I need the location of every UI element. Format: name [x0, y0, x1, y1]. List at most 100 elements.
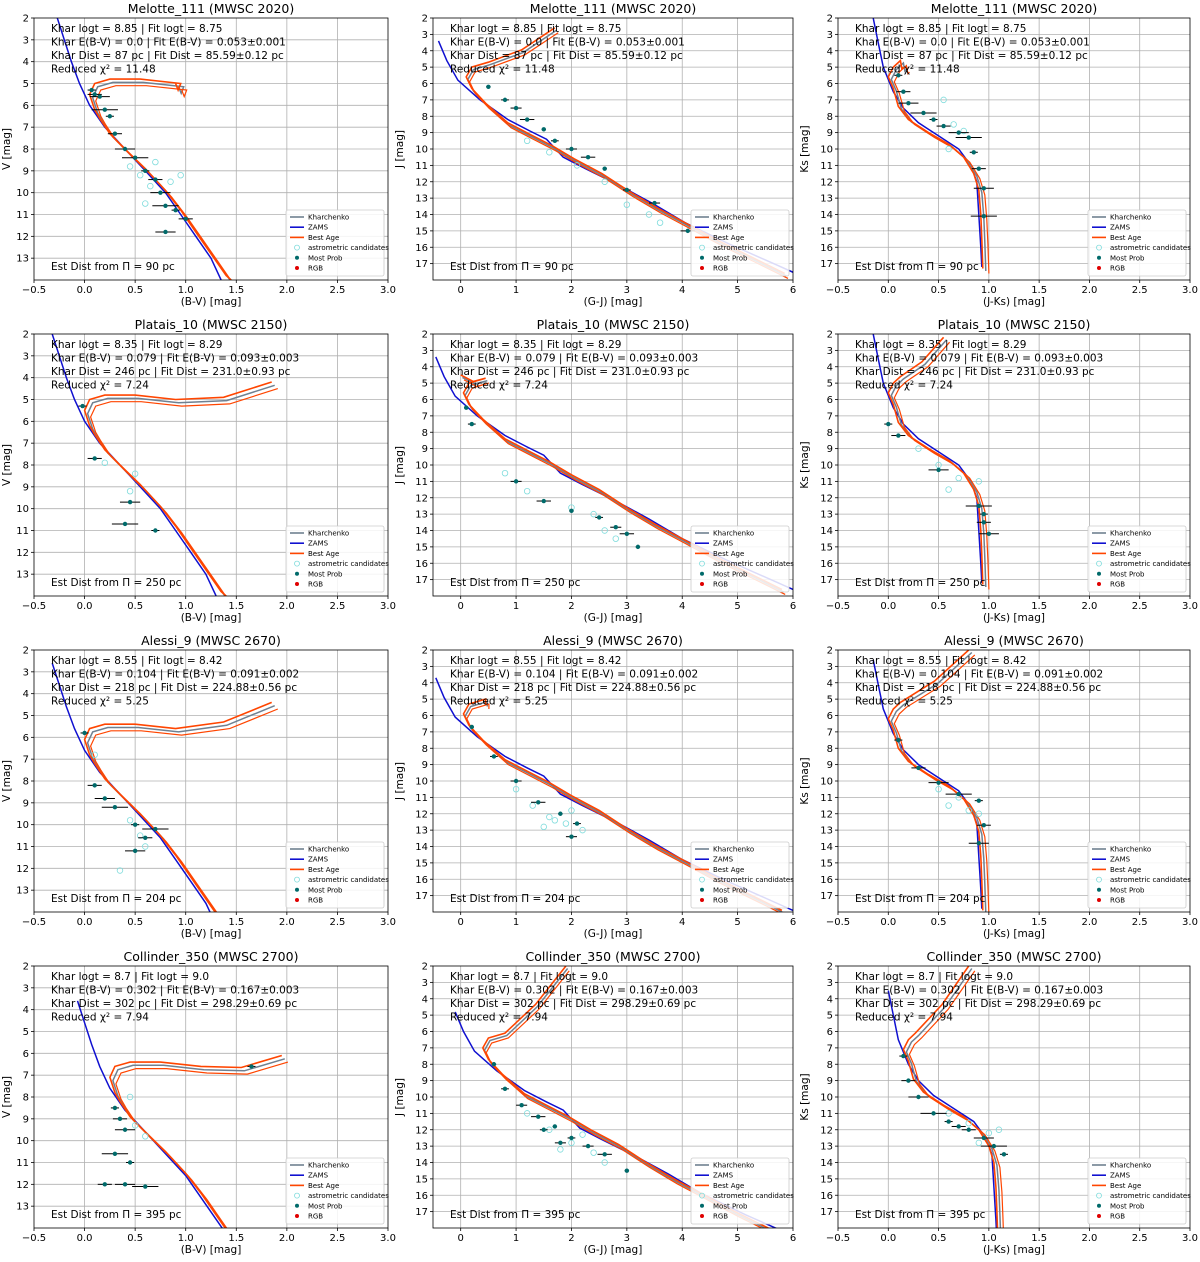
fit-annotation: Reduced χ² = 7.94: [855, 1012, 953, 1024]
candidate-point: [955, 474, 962, 482]
x-tick-label: 0.5: [127, 285, 143, 296]
x-tick-label: 0.0: [880, 1233, 896, 1244]
best-age-isochrone: [902, 966, 999, 1228]
legend-entry: ZAMS: [308, 1172, 329, 1180]
candidate-point: [177, 171, 184, 179]
y-tick-label: 13: [415, 826, 428, 837]
candidate-point: [656, 219, 664, 226]
y-tick-label: 3: [422, 346, 428, 357]
y-tick-label: 5: [23, 395, 29, 406]
candidate-point: [985, 1129, 993, 1137]
most-prob-point: [92, 92, 97, 97]
x-tick-label: 3: [624, 285, 630, 296]
fit-annotation: Khar logt = 8.7 | Fit logt = 9.0: [855, 971, 1013, 983]
candidate-point: [501, 469, 509, 477]
most-prob-point: [541, 127, 546, 132]
plot-frame: [432, 17, 794, 281]
y-tick-label: 3: [422, 662, 428, 673]
y-tick-label: 15: [415, 542, 428, 553]
x-tick-label: 2.0: [1081, 285, 1097, 296]
x-tick-label: 0: [458, 1233, 464, 1244]
x-tick-label: 3.0: [380, 601, 396, 612]
most-prob-point: [464, 405, 469, 410]
y-tick-label: 3: [422, 978, 428, 989]
most-prob-point: [624, 531, 630, 536]
most-prob-point: [89, 87, 94, 93]
most-prob-point: [921, 110, 926, 116]
fit-annotation: Khar E(B-V) = 0.079 | Fit E(B-V) = 0.093…: [450, 353, 698, 365]
most-prob-point: [143, 1184, 148, 1189]
x-tick-label: 3: [624, 601, 630, 612]
most-prob-point: [886, 421, 891, 427]
y-tick-label: 9: [827, 1076, 833, 1087]
legend-entry: ZAMS: [1110, 1172, 1131, 1180]
most-prob-point: [112, 1151, 118, 1156]
panel-title: Alessi_9 (MWSC 2670): [141, 633, 281, 648]
y-tick-label: 9: [827, 444, 833, 455]
most-prob-point: [153, 528, 158, 533]
x-tick-label: 6: [790, 285, 796, 296]
y-tick-label: 7: [422, 411, 428, 422]
zams-line: [872, 334, 983, 583]
x-tick-label: 3.0: [380, 1233, 396, 1244]
x-tick-label: 6: [790, 917, 796, 928]
curves: [872, 650, 991, 912]
most-prob-point: [249, 1064, 254, 1069]
legend-entry: ZAMS: [1110, 856, 1131, 864]
legend-entry: Best Age: [308, 866, 339, 874]
y-tick-label: 6: [827, 395, 833, 406]
y-tick-label: 6: [23, 1049, 29, 1060]
y-tick-label: 11: [16, 210, 29, 221]
legend-entry: Kharchenko: [308, 214, 349, 222]
most-prob-point: [132, 155, 138, 160]
legend-entry: astrometric candidates: [308, 1192, 389, 1200]
legend-entry: Best Age: [1110, 1182, 1141, 1190]
fit-annotation: Khar logt = 8.85 | Fit logt = 8.75: [450, 23, 621, 35]
y-tick-label: 13: [16, 1202, 29, 1213]
legend-box: [285, 525, 385, 593]
legend-dot-swatch: [1097, 898, 1101, 902]
fit-annotation: Reduced χ² = 7.24: [450, 380, 548, 392]
kharchenko-isochrone: [112, 1058, 286, 1228]
legend-box: [690, 525, 790, 593]
fit-annotation: Khar E(B-V) = 0.079 | Fit E(B-V) = 0.093…: [855, 353, 1103, 365]
fit-annotation: Khar logt = 8.55 | Fit logt = 8.42: [855, 655, 1026, 667]
best-age-isochrone-2: [893, 64, 990, 274]
y-tick-label: 16: [820, 559, 833, 570]
legend-entry: ZAMS: [1110, 224, 1131, 232]
y-tick-label: 2: [827, 962, 833, 973]
x-tick-label: 2.5: [329, 285, 345, 296]
most-prob-point: [558, 811, 563, 816]
x-axis-label: (J-Ks) [mag]: [983, 612, 1045, 624]
x-tick-label: 0.5: [127, 1233, 143, 1244]
y-tick-label: 3: [827, 346, 833, 357]
y-tick-label: 6: [23, 733, 29, 744]
candidate-point: [142, 200, 149, 207]
y-axis-label: Ks [mag]: [799, 125, 811, 172]
y-tick-label: 3: [827, 30, 833, 41]
legend-entry: ZAMS: [308, 856, 329, 864]
x-tick-label: 6: [790, 601, 796, 612]
legend-entry: astrometric candidates: [308, 876, 389, 884]
most-prob-point: [569, 834, 574, 839]
y-tick-label: 7: [827, 95, 833, 106]
y-tick-label: 6: [827, 1027, 833, 1038]
legend-dot-swatch: [700, 266, 704, 270]
x-tick-label: 1.5: [1031, 917, 1047, 928]
zams-line: [887, 990, 998, 1228]
panel-2-0: −0.5 0.0 0.5 1.0 1.5 2.0 2.5 3.0 2 3 4 5 6 7 8 9 10 11 12 1…: [1, 633, 396, 940]
panel-title: Platais_10 (MWSC 2150): [537, 317, 690, 332]
x-tick-label: 5: [734, 1233, 740, 1244]
x-tick-label: −0.5: [22, 285, 46, 296]
most-prob-point: [936, 780, 941, 785]
legend-entry: Best Age: [308, 1182, 339, 1190]
curves: [887, 966, 1008, 1228]
legend-dot-swatch: [1097, 1203, 1101, 1208]
most-prob-point: [491, 1062, 497, 1067]
y-tick-label: 5: [23, 79, 29, 90]
legend-entry: Most Prob: [1110, 886, 1145, 894]
candidate-point: [579, 826, 586, 834]
most-prob-point: [981, 213, 987, 219]
candidate-point: [546, 813, 553, 821]
